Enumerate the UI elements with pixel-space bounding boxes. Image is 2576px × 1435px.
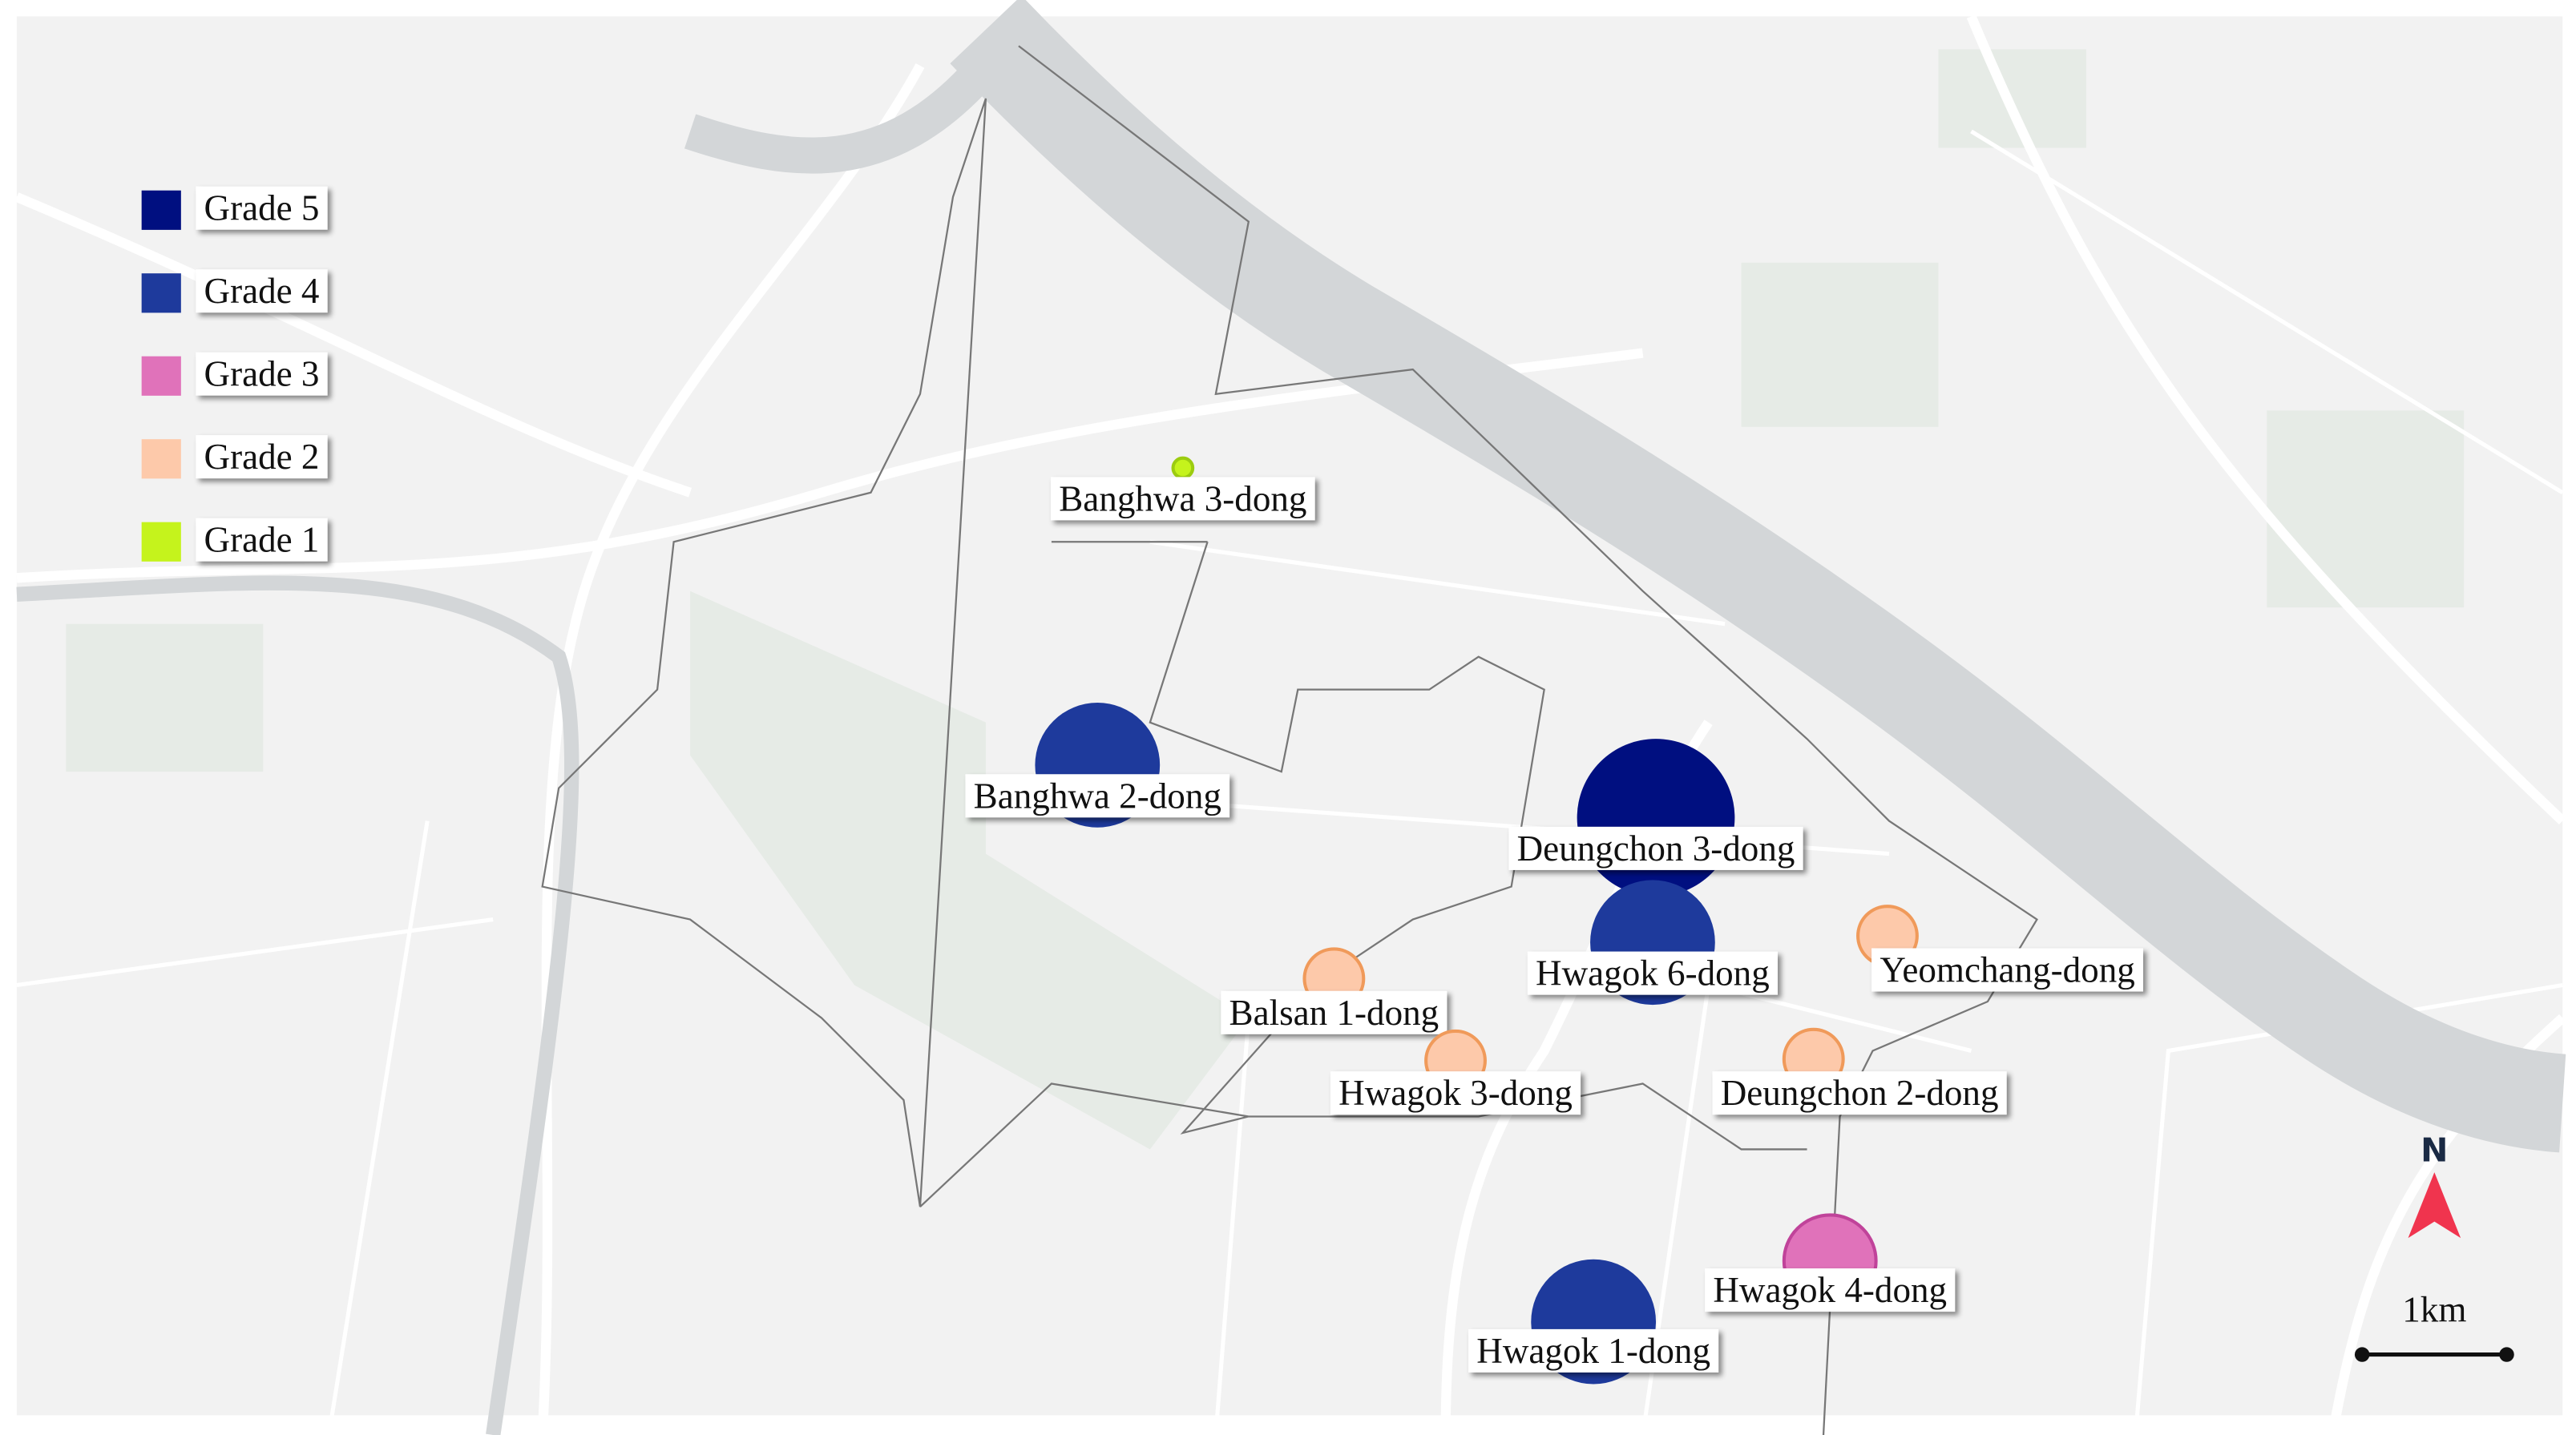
- legend-item: Grade 1: [196, 518, 328, 562]
- legend-label: Grade 4: [204, 271, 320, 311]
- label-box: [1330, 1071, 1581, 1115]
- label-box: [1871, 948, 2144, 992]
- place-label: Banghwa 3-dong: [1059, 478, 1306, 518]
- label-box: [196, 269, 328, 313]
- scale-bar: 1km: [2354, 1290, 2514, 1362]
- place-label: Hwagok 4-dong: [1713, 1270, 1947, 1310]
- place: Hwagok 3-dong: [1330, 1029, 1581, 1115]
- label-box: [1221, 990, 1447, 1034]
- label-box: [1508, 826, 1803, 870]
- place: Hwagok 1-dong: [1468, 1259, 1719, 1385]
- legend-item: Grade 3: [196, 352, 328, 396]
- scale-label: 1km: [2402, 1290, 2466, 1330]
- legend-swatch: [141, 356, 181, 396]
- legend-label: Grade 2: [204, 437, 320, 477]
- place-label: Hwagok 6-dong: [1536, 953, 1770, 994]
- place-label: Yeomchang-dong: [1880, 950, 2134, 990]
- legend-swatch: [141, 439, 181, 479]
- place: Deungchon 3-dong: [1508, 739, 1803, 897]
- place-label: Deungchon 2-dong: [1721, 1073, 1999, 1113]
- legend-label: Grade 5: [204, 188, 320, 228]
- legend-swatch: [141, 273, 181, 313]
- place: Balsan 1-dong: [1221, 947, 1447, 1034]
- legend-label: Grade 1: [204, 520, 320, 560]
- label-box: [1050, 477, 1315, 521]
- legend-item: Grade 4: [196, 269, 328, 313]
- legend-item: Grade 5: [196, 186, 328, 230]
- north-label: N: [2421, 1131, 2448, 1170]
- label-box: [1527, 951, 1779, 995]
- place-label: Banghwa 2-dong: [974, 776, 1221, 816]
- legend-swatch: [141, 190, 181, 230]
- place: Deungchon 2-dong: [1712, 1027, 2007, 1115]
- label-box: [196, 518, 328, 562]
- legend-swatch: [141, 522, 181, 562]
- legend: Grade 5 Grade 4 Grade 3 Grade 2 Grade 1: [141, 186, 328, 562]
- place: Yeomchang-dong: [1856, 905, 2144, 992]
- label-box: [196, 435, 328, 479]
- grade-circle: [1171, 456, 1195, 480]
- place-label: Balsan 1-dong: [1229, 993, 1439, 1033]
- north-icon: [2408, 1172, 2461, 1239]
- label-box: [196, 186, 328, 230]
- north-arrow: N: [2408, 1131, 2461, 1239]
- label-box: [965, 774, 1230, 818]
- legend-item: Grade 2: [196, 435, 328, 479]
- place-label: Hwagok 3-dong: [1338, 1073, 1573, 1113]
- label-box: [1705, 1268, 1956, 1312]
- legend-label: Grade 3: [204, 354, 320, 394]
- place: Hwagok 6-dong: [1527, 880, 1779, 1006]
- place-label: Deungchon 3-dong: [1517, 828, 1795, 869]
- label-box: [1468, 1328, 1719, 1373]
- place-label: Hwagok 1-dong: [1476, 1331, 1710, 1371]
- grade-circle: [1577, 739, 1735, 897]
- label-box: [196, 352, 328, 396]
- basemap: [14, 0, 2566, 1435]
- place: Banghwa 3-dong: [1050, 456, 1315, 521]
- places: Banghwa 3-dong Banghwa 2-dong Deungchon …: [965, 456, 2144, 1385]
- place: Banghwa 2-dong: [965, 703, 1230, 828]
- place: Hwagok 4-dong: [1705, 1213, 1956, 1312]
- label-box: [1712, 1071, 2007, 1115]
